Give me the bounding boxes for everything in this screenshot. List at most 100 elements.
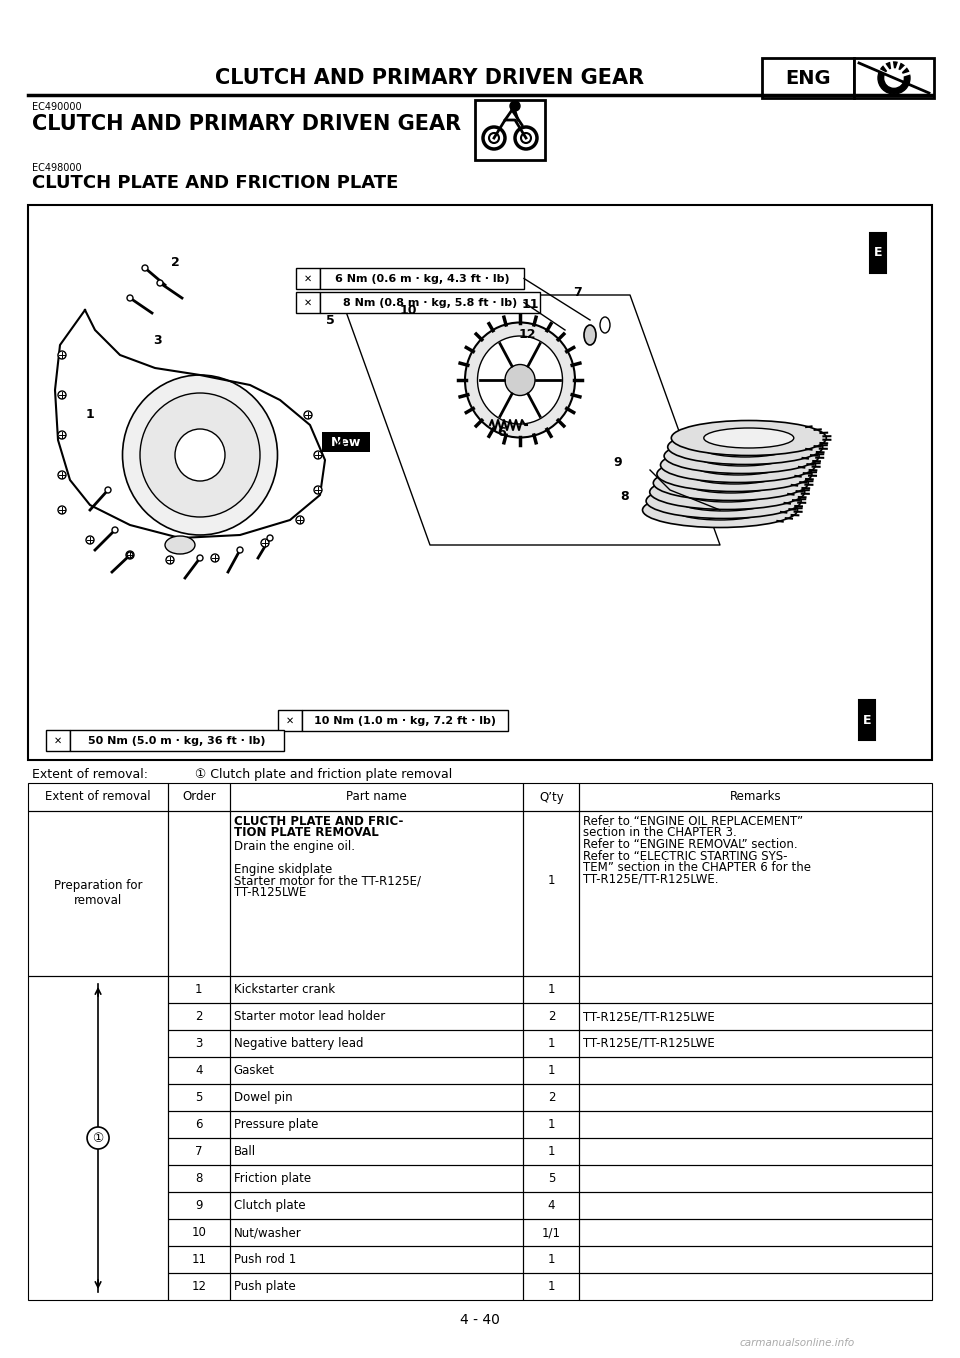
Bar [168, 1004, 229, 1029]
Ellipse shape [584, 325, 596, 345]
Text: Dowel pin: Dowel pin [233, 1090, 292, 1104]
Text: CLUTCH AND PRIMARY DRIVEN GEAR: CLUTCH AND PRIMARY DRIVEN GEAR [32, 114, 461, 134]
Text: 1: 1 [547, 1145, 555, 1158]
Text: Q’ty: Q’ty [540, 790, 564, 804]
Circle shape [296, 516, 304, 524]
Bar [229, 1219, 523, 1247]
Bar [523, 1084, 580, 1111]
Bar [580, 1165, 932, 1192]
Circle shape [510, 100, 520, 111]
Text: TT-R125E/TT-R125LWE: TT-R125E/TT-R125LWE [584, 1010, 715, 1023]
Text: TEM” section in the CHAPTER 6 for the: TEM” section in the CHAPTER 6 for the [584, 861, 811, 875]
Ellipse shape [697, 445, 786, 466]
Text: Ball: Ball [233, 1145, 255, 1158]
Circle shape [127, 295, 133, 301]
Text: ① Clutch plate and friction plate removal: ① Clutch plate and friction plate remova… [195, 769, 452, 781]
Ellipse shape [175, 429, 225, 481]
Bar [580, 784, 932, 811]
Text: CLUTCH PLATE AND FRICTION PLATE: CLUTCH PLATE AND FRICTION PLATE [32, 174, 398, 191]
Circle shape [58, 350, 66, 359]
Text: 1: 1 [547, 1253, 555, 1266]
Ellipse shape [700, 437, 790, 458]
Bar [28, 205, 932, 760]
Text: 12: 12 [518, 329, 536, 341]
Bar [168, 1165, 229, 1192]
Circle shape [885, 69, 903, 87]
Bar [580, 1057, 932, 1084]
Text: EC498000: EC498000 [32, 163, 82, 172]
Text: 5: 5 [195, 1090, 203, 1104]
Bar [229, 1165, 523, 1192]
Text: 6 Nm (0.6 m · kg, 4.3 ft · lb): 6 Nm (0.6 m · kg, 4.3 ft · lb) [335, 273, 510, 284]
Text: 2: 2 [195, 1010, 203, 1023]
Ellipse shape [165, 536, 195, 554]
Ellipse shape [675, 500, 765, 520]
Bar [580, 1138, 932, 1165]
Bar [580, 1247, 932, 1272]
Text: Negative battery lead: Negative battery lead [233, 1038, 363, 1050]
Bar [523, 1165, 580, 1192]
Bar [320, 292, 540, 312]
Bar [523, 784, 580, 811]
Bar [168, 784, 229, 811]
Text: TION PLATE REMOVAL: TION PLATE REMOVAL [233, 827, 378, 839]
Text: New: New [331, 436, 361, 448]
Bar [229, 784, 523, 811]
Text: 1/1: 1/1 [541, 1226, 561, 1238]
Text: ✕: ✕ [304, 273, 312, 284]
Circle shape [127, 551, 133, 558]
Bar [859, 701, 876, 740]
Bar [580, 1084, 932, 1111]
Circle shape [142, 265, 148, 272]
Text: 2: 2 [547, 1090, 555, 1104]
Bar [523, 1247, 580, 1272]
Bar [168, 1219, 229, 1247]
Text: 6: 6 [195, 1118, 203, 1131]
Ellipse shape [646, 483, 801, 519]
Circle shape [878, 62, 910, 94]
Text: Remarks: Remarks [730, 790, 781, 804]
Bar [523, 1272, 580, 1300]
Text: ✕: ✕ [286, 716, 294, 725]
Bar [523, 1111, 580, 1138]
Text: Order: Order [182, 790, 216, 804]
Text: 8 Nm (0.8 m · kg, 5.8 ft · lb): 8 Nm (0.8 m · kg, 5.8 ft · lb) [343, 297, 517, 307]
Bar [870, 234, 886, 273]
Circle shape [237, 547, 243, 553]
Text: Push rod 1: Push rod 1 [233, 1253, 296, 1266]
Ellipse shape [660, 448, 815, 482]
Bar [580, 1192, 932, 1219]
Text: Refer to “ENGINE OIL REPLACEMENT”: Refer to “ENGINE OIL REPLACEMENT” [584, 815, 804, 828]
Ellipse shape [685, 473, 776, 493]
Bar [523, 976, 580, 1004]
Bar [580, 1004, 932, 1029]
Circle shape [105, 488, 111, 493]
Text: ✕: ✕ [304, 297, 312, 307]
Text: TT-R125E/TT-R125LWE: TT-R125E/TT-R125LWE [584, 1038, 715, 1050]
Text: 1: 1 [547, 1038, 555, 1050]
Ellipse shape [650, 474, 804, 509]
Text: 1: 1 [547, 983, 555, 995]
Bar [229, 1138, 523, 1165]
Text: 6: 6 [497, 425, 506, 439]
Circle shape [58, 430, 66, 439]
Bar [854, 58, 934, 98]
Text: 1: 1 [547, 1065, 555, 1077]
Bar [229, 1057, 523, 1084]
Bar [580, 976, 932, 1004]
Text: 1: 1 [547, 1281, 555, 1293]
Text: ✕: ✕ [54, 736, 62, 746]
Bar [229, 1111, 523, 1138]
Bar [762, 58, 854, 98]
Text: 3: 3 [154, 334, 162, 346]
Bar [46, 731, 70, 751]
Text: Preparation for
removal: Preparation for removal [54, 880, 142, 907]
Text: Friction plate: Friction plate [233, 1172, 311, 1186]
Text: CLUTCH AND PRIMARY DRIVEN GEAR: CLUTCH AND PRIMARY DRIVEN GEAR [215, 68, 644, 88]
Circle shape [58, 391, 66, 399]
Ellipse shape [642, 493, 798, 527]
Text: Refer to “ENGINE REMOVAL” section.: Refer to “ENGINE REMOVAL” section. [584, 838, 798, 851]
Bar [28, 784, 168, 811]
Ellipse shape [477, 335, 563, 424]
Bar [28, 976, 168, 1300]
